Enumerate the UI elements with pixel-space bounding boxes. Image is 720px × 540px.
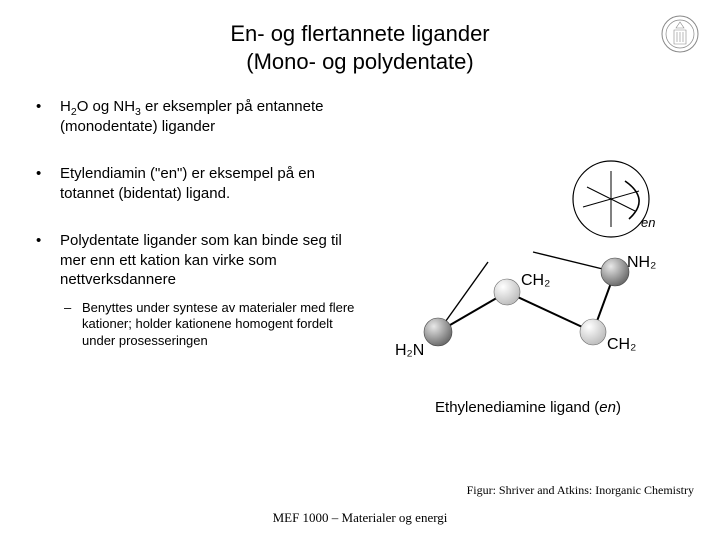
sub-bullet-text: Benyttes under syntese av materialer med… <box>82 300 366 351</box>
bullet-text: H2O og NH3 er eksempler på entannete (mo… <box>60 97 366 136</box>
inset-en-label: en <box>641 215 655 230</box>
figure-caption: Ethylenediamine ligand (en) <box>366 399 690 416</box>
figure-credit: Figur: Shriver and Atkins: Inorganic Che… <box>467 483 694 498</box>
title-line-2: (Mono- og polydentate) <box>246 49 473 74</box>
ethylenediamine-figure: en <box>383 157 673 387</box>
bullet-list: •H2O og NH3 er eksempler på entannete (m… <box>30 97 366 416</box>
bullet-marker: • <box>36 231 60 290</box>
inset-circle: en <box>573 161 655 237</box>
bullet-item: •H2O og NH3 er eksempler på entannete (m… <box>36 97 366 136</box>
slide-footer: MEF 1000 – Materialer og energi <box>0 510 720 526</box>
body-row: •H2O og NH3 er eksempler på entannete (m… <box>30 97 690 416</box>
slide-title: En- og flertannete ligander (Mono- og po… <box>30 20 690 75</box>
title-line-1: En- og flertannete ligander <box>230 21 489 46</box>
bullet-text: Etylendiamin ("en") er eksempel på en to… <box>60 164 366 203</box>
label-h2n: H₂N <box>395 342 424 359</box>
bullet-marker: • <box>36 164 60 203</box>
bullet-item: •Etylendiamin ("en") er eksempel på en t… <box>36 164 366 203</box>
bullet-marker: • <box>36 97 60 136</box>
sub-bullet-marker: – <box>64 300 82 351</box>
sub-bullet: –Benyttes under syntese av materialer me… <box>64 300 366 351</box>
label-nh2: NH₂ <box>627 254 656 271</box>
molecule: H₂N NH₂ CH₂ CH₂ <box>395 252 656 359</box>
figure-region: en <box>366 97 690 416</box>
label-ch2-2: CH₂ <box>607 336 636 353</box>
bullet-text: Polydentate ligander som kan binde seg t… <box>60 231 366 290</box>
sub-bullet-wrap: –Benyttes under syntese av materialer me… <box>36 300 366 351</box>
label-ch2-1: CH₂ <box>521 272 550 289</box>
bullet-item: •Polydentate ligander som kan binde seg … <box>36 231 366 290</box>
slide: En- og flertannete ligander (Mono- og po… <box>0 0 720 540</box>
university-seal-logo <box>660 14 700 54</box>
